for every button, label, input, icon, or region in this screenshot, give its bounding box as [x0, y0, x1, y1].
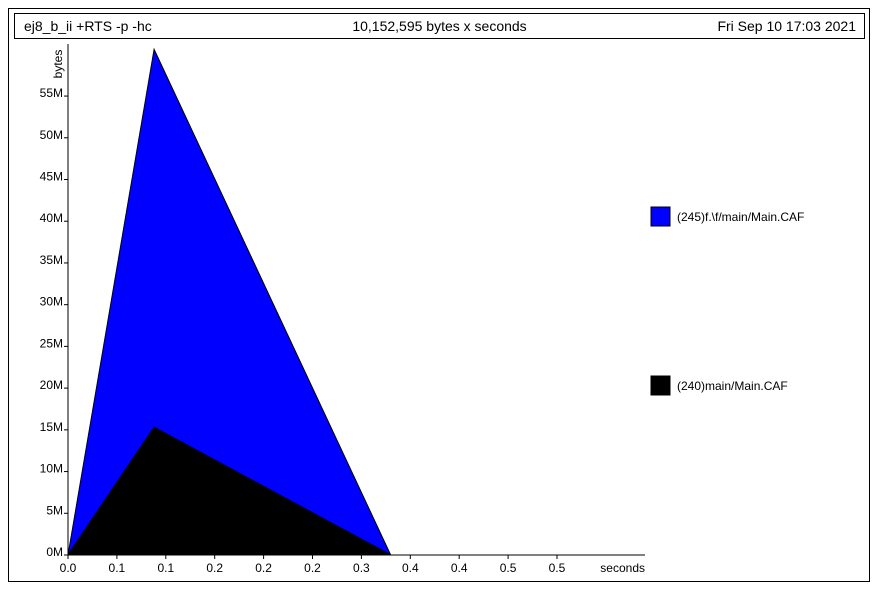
- y-tick-label: 35M: [40, 253, 63, 267]
- x-tick-label: 0.5: [500, 561, 517, 575]
- run-date: Fri Sep 10 17:03 2021: [717, 18, 856, 34]
- y-tick-label: 20M: [40, 378, 63, 392]
- header-bar: ej8_b_ii +RTS -p -hc 10,152,595 bytes x …: [14, 13, 865, 39]
- y-tick-label: 40M: [40, 211, 63, 225]
- y-axis-label: bytes: [51, 50, 65, 79]
- x-tick-label: 0.1: [157, 561, 174, 575]
- x-axis-label: seconds: [600, 561, 645, 575]
- y-tick-label: 25M: [40, 336, 63, 350]
- y-tick-label: 0M: [46, 545, 63, 559]
- y-tick-label: 50M: [40, 128, 63, 142]
- x-tick-label: 0.3: [353, 561, 370, 575]
- legend-swatch: [650, 206, 671, 227]
- y-tick-label: 5M: [46, 503, 63, 517]
- chart-frame: [8, 8, 870, 582]
- y-tick-label: 15M: [40, 420, 63, 434]
- y-tick-label: 45M: [40, 170, 63, 184]
- x-tick-label: 0.2: [304, 561, 321, 575]
- total-bytes-seconds: 10,152,595 bytes x seconds: [352, 18, 527, 34]
- x-tick-label: 0.0: [60, 561, 77, 575]
- legend-label: (240)main/Main.CAF: [677, 379, 788, 393]
- legend-label: (245)f.\f/main/Main.CAF: [677, 210, 804, 224]
- y-tick-label: 30M: [40, 295, 63, 309]
- legend-swatch: [650, 375, 671, 396]
- program-title: ej8_b_ii +RTS -p -hc: [24, 18, 152, 34]
- x-tick-label: 0.1: [109, 561, 126, 575]
- y-tick-label: 10M: [40, 462, 63, 476]
- x-tick-label: 0.5: [549, 561, 566, 575]
- x-tick-label: 0.4: [402, 561, 419, 575]
- y-tick-label: 55M: [40, 86, 63, 100]
- x-tick-label: 0.2: [255, 561, 272, 575]
- x-tick-label: 0.4: [451, 561, 468, 575]
- x-tick-label: 0.2: [206, 561, 223, 575]
